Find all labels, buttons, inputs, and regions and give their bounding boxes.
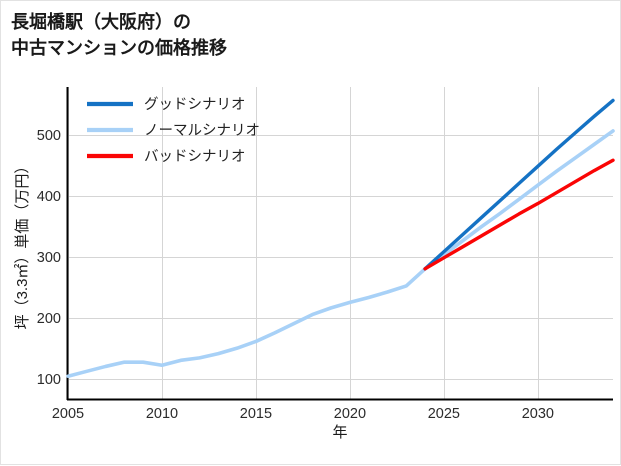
- x-tick-label: 2015: [240, 406, 272, 422]
- y-tick-label: 200: [37, 311, 61, 327]
- x-axis-tick-labels: 2005 2010 2015 2020 2025 2030: [52, 406, 554, 422]
- x-axis-title: 年: [332, 424, 347, 441]
- x-tick-label: 2025: [428, 406, 460, 422]
- y-tick-label: 300: [37, 250, 61, 266]
- y-axis-tick-labels: 100 200 300 400 500: [37, 128, 61, 388]
- legend-label-normal: ノーマルシナリオ: [144, 123, 260, 139]
- series-line-normal: [66, 129, 615, 378]
- y-axis-title: 坪（3.3㎡）単価（万円）: [14, 159, 31, 330]
- y-tick-label: 500: [37, 128, 61, 144]
- series-line-bad: [423, 158, 615, 271]
- x-tick-label: 2020: [334, 406, 366, 422]
- x-tick-label: 2030: [522, 406, 554, 422]
- series-line-good: [423, 98, 615, 271]
- data-series: [66, 98, 615, 378]
- legend-label-good: グッドシナリオ: [144, 96, 246, 113]
- page-title: 長堀橋駅（大阪府）の 中古マンションの価格推移: [11, 12, 227, 58]
- y-tick-label: 100: [37, 372, 61, 388]
- axis-spines: [66, 87, 613, 401]
- x-tick-label: 2005: [52, 406, 84, 422]
- y-tick-label: 400: [37, 189, 61, 205]
- x-tick-label: 2010: [146, 406, 178, 422]
- legend-label-bad: バッドシナリオ: [144, 149, 246, 165]
- gridlines: [68, 87, 613, 400]
